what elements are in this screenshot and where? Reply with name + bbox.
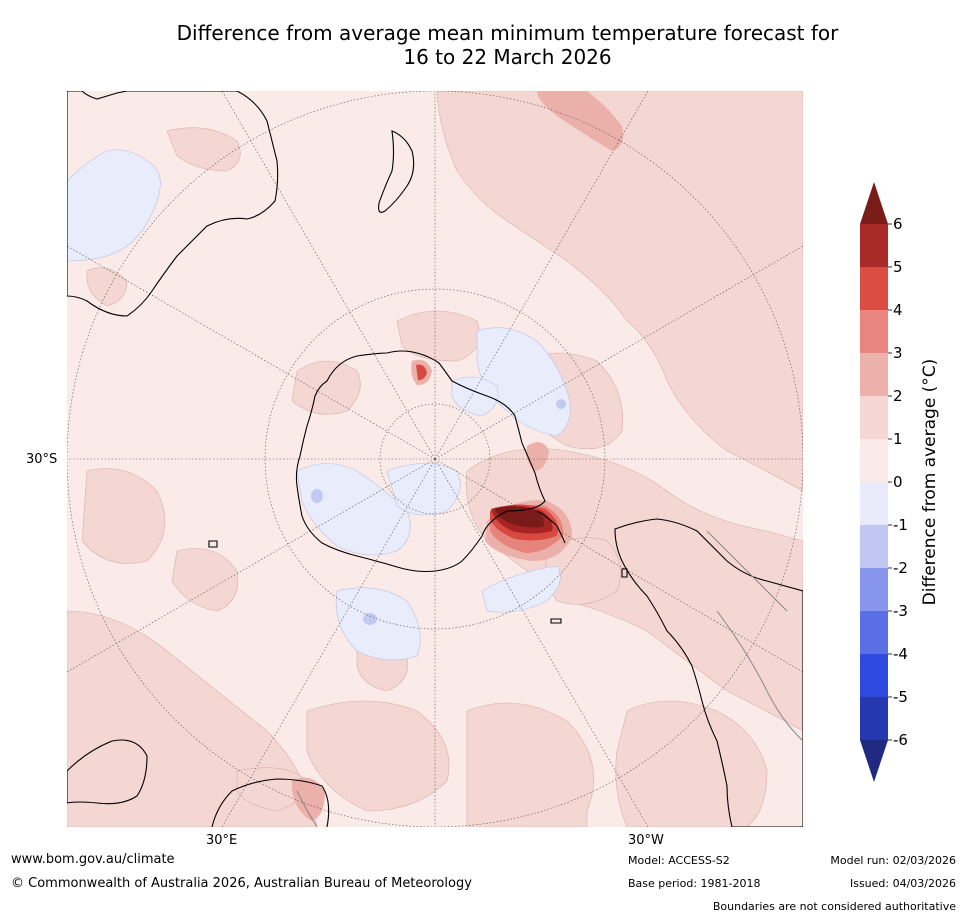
colorbar-tick-label: -3: [893, 602, 908, 620]
colorbar-segment: [860, 525, 888, 569]
lat-label-30s: 30°S: [26, 452, 58, 467]
footer-base-period: Base period: 1981-2018: [628, 877, 761, 890]
australia-coastline-south: [211, 778, 330, 827]
colorbar-tick-label: 3: [893, 344, 903, 362]
lon-label-30w: 30°W: [628, 833, 664, 848]
colorbar: 6 5 4 3 2 1 0 -1 -2 -3 -4 -5 -6 Difference from aver…: [860, 182, 940, 782]
colorbar-tick-label: -2: [893, 559, 908, 577]
australia-coastline: [67, 739, 148, 805]
island: [621, 568, 628, 578]
colorbar-tick-label: -5: [893, 688, 908, 706]
lon-label-30e: 30°E: [206, 833, 238, 848]
colorbar-tick-label: 0: [893, 473, 903, 491]
country-borders: [296, 530, 803, 827]
colorbar-tick-label: 4: [893, 301, 903, 319]
colorbar-segment: [860, 482, 888, 526]
colorbar-tick-label: -6: [893, 731, 908, 749]
graticule: [67, 91, 803, 827]
cool-anomaly-level-2: [311, 399, 566, 625]
map-title: Difference from average mean minimum tem…: [60, 21, 955, 69]
new-zealand-coastline: [378, 130, 415, 213]
colorbar-ticks: 6 5 4 3 2 1 0 -1 -2 -3 -4 -5 -6: [888, 215, 908, 749]
south-america-coastline: [614, 518, 803, 827]
footer-website: www.bom.gov.au/climate: [11, 852, 175, 867]
colorbar-segment: [860, 310, 888, 354]
colorbar-segment: [860, 611, 888, 655]
title-line-2: 16 to 22 March 2026: [403, 45, 612, 69]
title-line-1: Difference from average mean minimum tem…: [176, 21, 839, 45]
footer-disclaimer: Boundaries are not considered authoritat…: [712, 900, 956, 913]
colorbar-segment: [860, 267, 888, 311]
coastlines: [67, 91, 803, 827]
colorbar-tick-label: -1: [893, 516, 908, 534]
cool-anomaly-regions: [67, 149, 571, 661]
colorbar-segment: [860, 396, 888, 440]
footer-model: Model: ACCESS-S2: [628, 854, 730, 867]
forecast-map: [67, 91, 803, 827]
colorbar-under-arrow: [860, 740, 888, 782]
colorbar-tick-label: 2: [893, 387, 903, 405]
colorbar-segment: [860, 353, 888, 397]
colorbar-tick-label: 6: [893, 215, 903, 233]
colorbar-segment: [860, 568, 888, 612]
footer-model-run: Model run: 02/03/2026: [830, 854, 956, 867]
warm-anomaly-level-1: [67, 91, 803, 827]
colorbar-segment: [860, 697, 888, 741]
antarctic-peninsula-coastline: [536, 510, 566, 544]
antarctica-coastline: [295, 350, 546, 573]
colorbar-tick-label: 5: [893, 258, 903, 276]
island: [208, 540, 218, 548]
footer-copyright: © Commonwealth of Australia 2026, Austra…: [11, 876, 472, 891]
colorbar-label: Difference from average (°C): [920, 359, 940, 606]
colorbar-tick-label: 1: [893, 430, 903, 448]
colorbar-segment: [860, 439, 888, 483]
africa-coastline: [67, 91, 279, 317]
colorbar-tick-label: -4: [893, 645, 908, 663]
footer-issued: Issued: 04/03/2026: [849, 877, 956, 890]
colorbar-segment: [860, 654, 888, 698]
colorbar-segment: [860, 224, 888, 268]
colorbar-over-arrow: [860, 182, 888, 224]
island: [550, 618, 562, 624]
colorbar-segments: [860, 224, 888, 741]
